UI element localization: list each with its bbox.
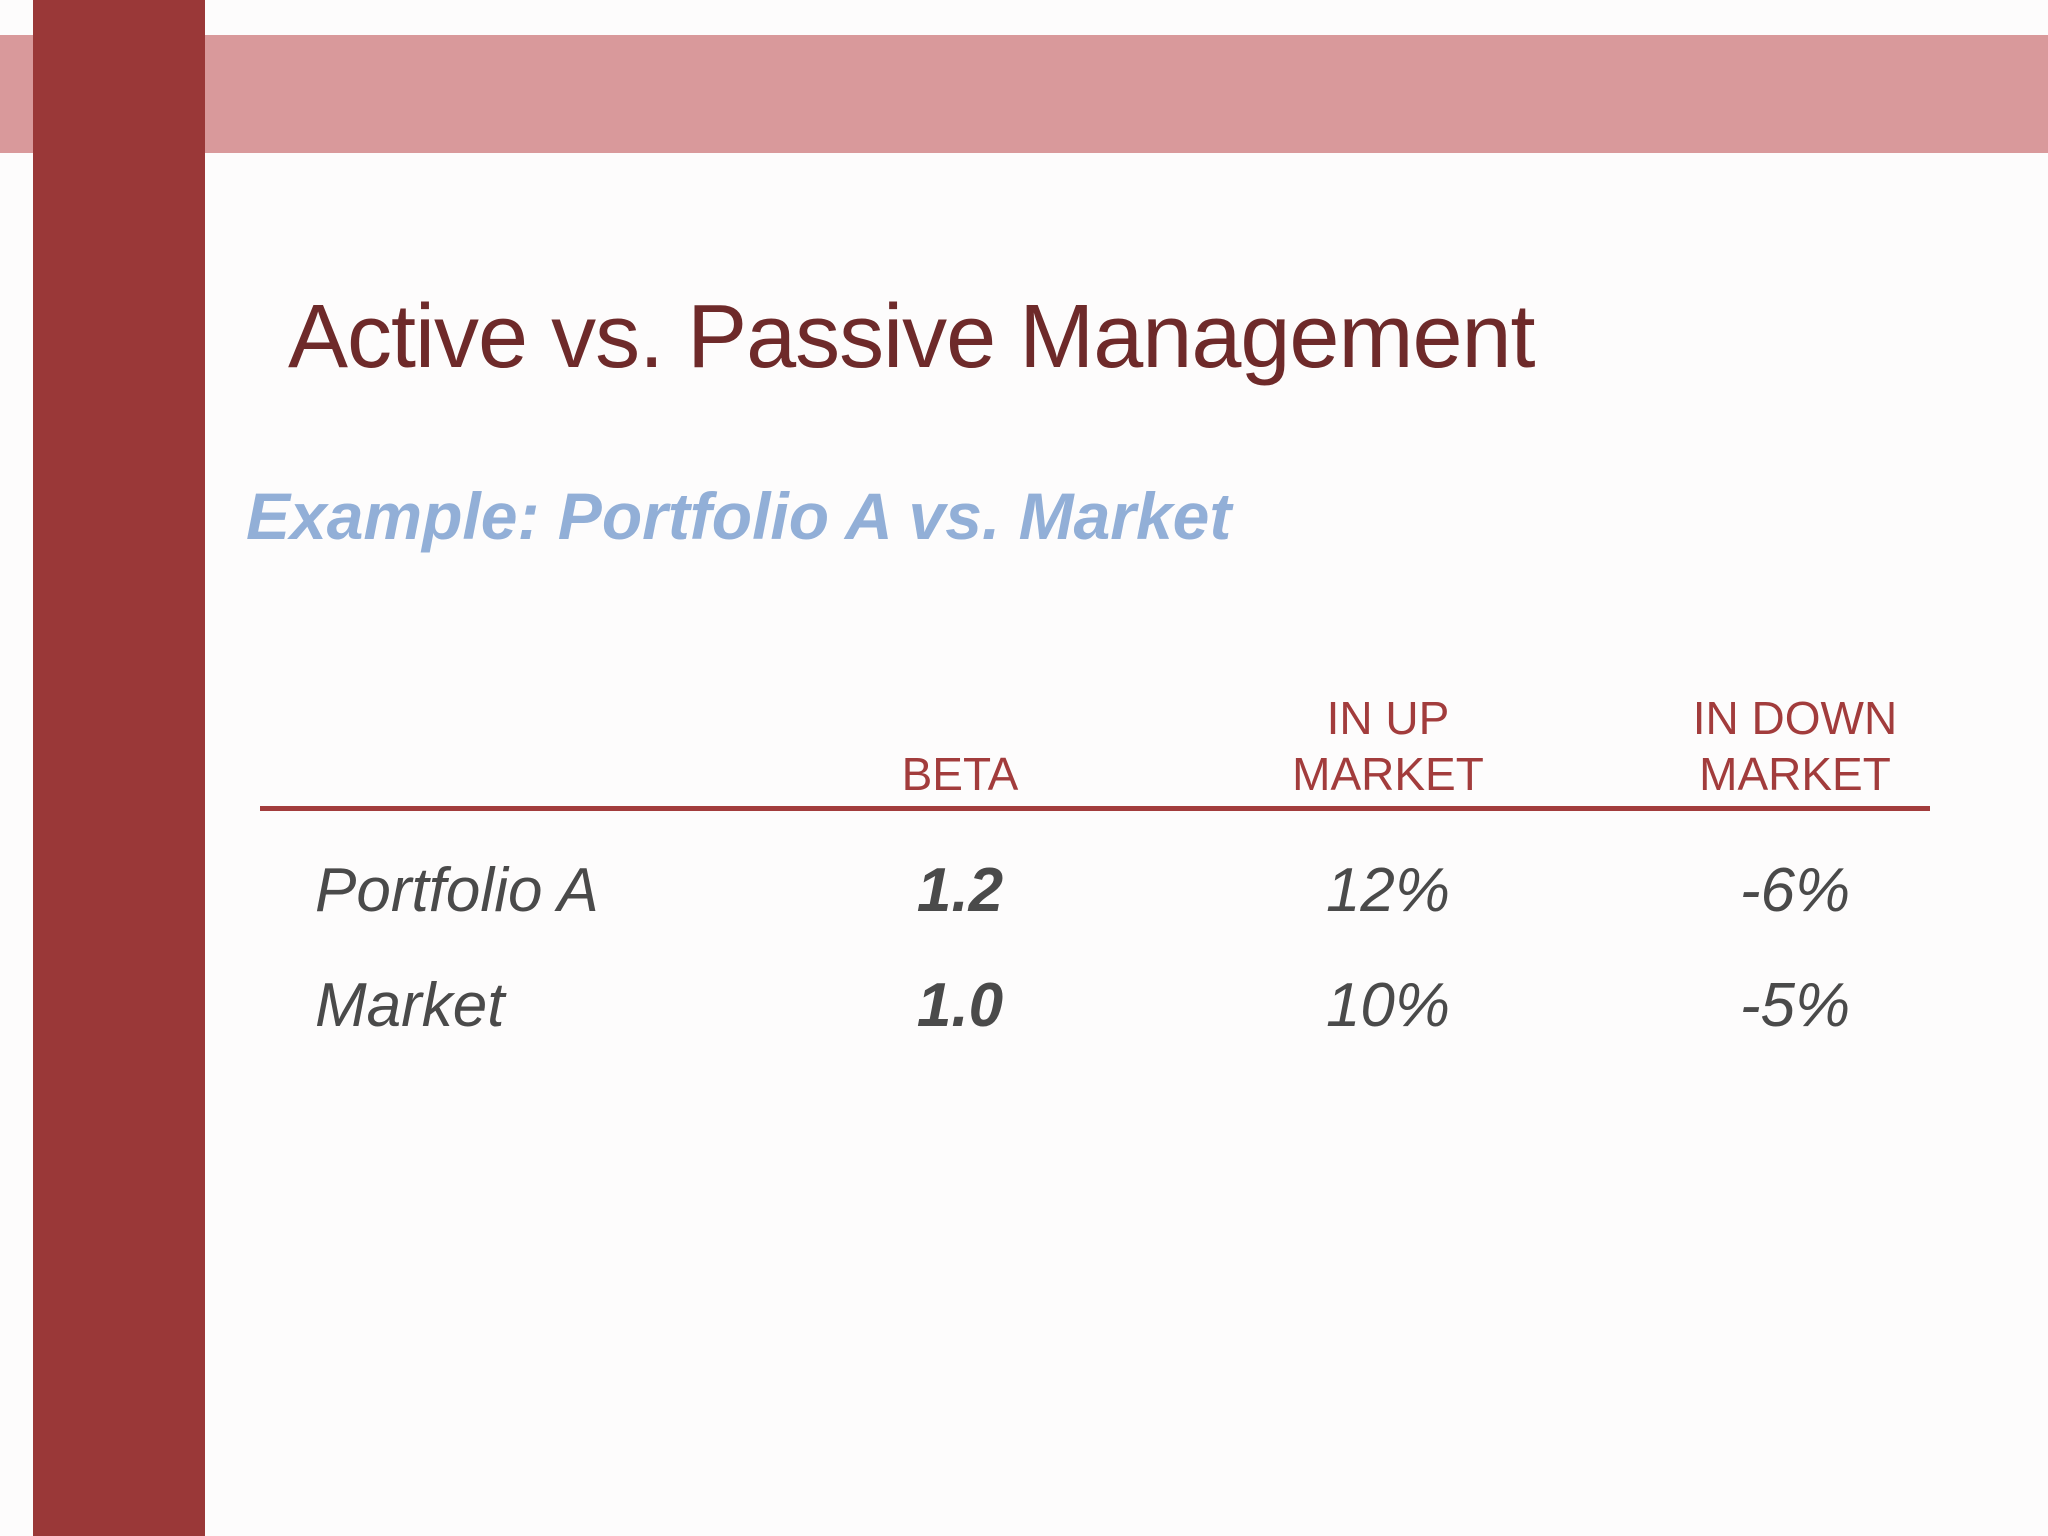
column-header-in-down-market: IN DOWN MARKET — [1692, 692, 1898, 800]
column-header-blank — [260, 746, 804, 802]
row-label: Portfolio A — [315, 856, 599, 925]
table-row: Portfolio A 1.2 12% -6% — [260, 833, 1930, 948]
column-header-in-up-market: IN UP MARKET — [1292, 692, 1484, 800]
row-label: Market — [315, 971, 505, 1040]
in-down-market-value: -5% — [1739, 971, 1851, 1040]
in-up-market-value: 12% — [1325, 856, 1451, 925]
column-header-beta: BETA — [901, 748, 1019, 800]
slide-title: Active vs. Passive Management — [288, 287, 1536, 388]
in-up-market-value: 10% — [1325, 971, 1451, 1040]
beta-value: 1.2 — [916, 856, 1004, 925]
table-header-row: BETA IN UP MARKET IN DOWN MARKET — [260, 690, 1930, 811]
table-body: Portfolio A 1.2 12% -6% Market 1.0 10% -… — [260, 833, 1930, 1063]
left-accent-bar — [33, 0, 205, 1536]
top-accent-band — [0, 35, 2048, 153]
comparison-table: BETA IN UP MARKET IN DOWN MARKET Portfol… — [260, 690, 1930, 1063]
slide-subtitle: Example: Portfolio A vs. Market — [246, 478, 1232, 553]
in-down-market-value: -6% — [1739, 856, 1851, 925]
table-row: Market 1.0 10% -5% — [260, 948, 1930, 1063]
beta-value: 1.0 — [916, 971, 1004, 1040]
